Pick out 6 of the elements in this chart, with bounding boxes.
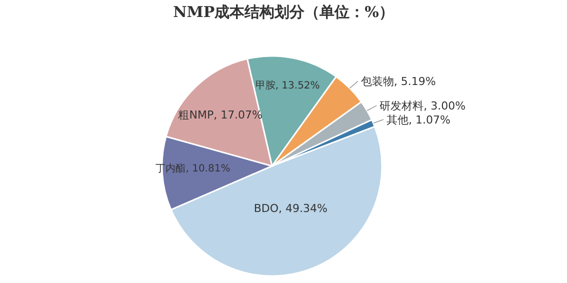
chart-title: NMP成本结构划分（单位：%） — [172, 2, 395, 23]
slice-label: 研发材料, 3.00% — [380, 100, 466, 113]
slice-label: 其他, 1.07% — [386, 114, 450, 127]
slice-label: BDO, 49.34% — [254, 202, 328, 215]
slice-label: 包装物, 5.19% — [360, 75, 436, 88]
slice-label: 甲胺, 13.52% — [255, 79, 320, 92]
